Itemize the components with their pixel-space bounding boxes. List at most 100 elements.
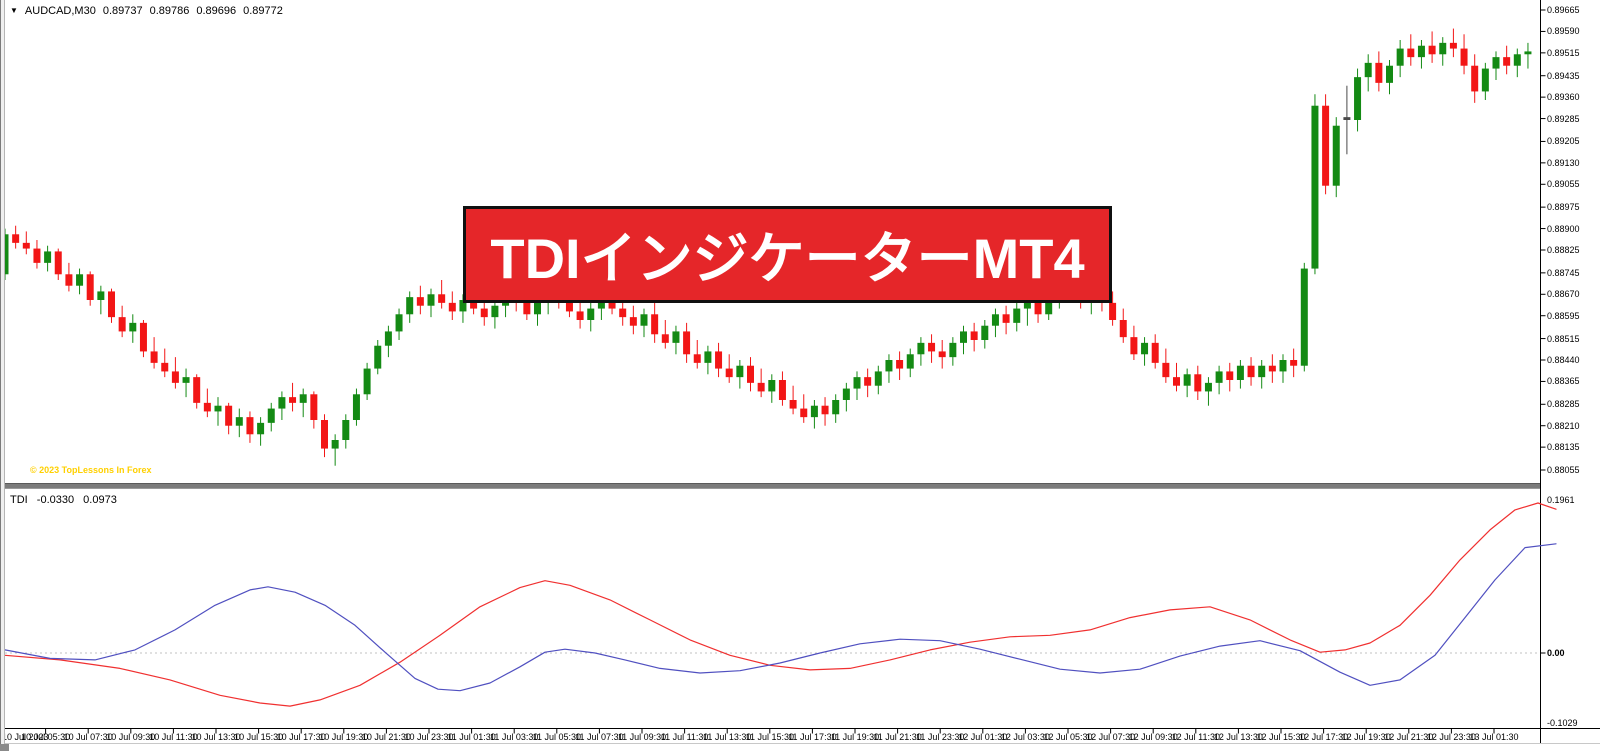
candle-body: [1428, 45, 1436, 55]
price-axis-label: 0.88365: [1547, 376, 1580, 387]
time-axis-label: 12 Jul 01:30: [958, 732, 1008, 742]
candle-body: [1460, 48, 1468, 66]
window-left-edge: [0, 0, 5, 751]
candle-body: [1, 234, 9, 275]
candle-body: [193, 377, 201, 403]
time-axis-label: 12 Jul 03:30: [1000, 732, 1050, 742]
candle-body: [182, 377, 190, 383]
candle-body: [1236, 365, 1244, 380]
candle-body: [725, 368, 733, 378]
candle-body: [1151, 342, 1159, 363]
candle-body: [885, 360, 893, 372]
time-axis-label: 11 Jul 01:30: [447, 732, 496, 742]
candle-body: [800, 408, 808, 418]
candle-body: [960, 331, 967, 343]
tdi-lines-group: [0, 502, 1557, 707]
candle-body: [321, 420, 328, 449]
price-axis-label: 0.88055: [1547, 465, 1580, 475]
candle-body: [384, 331, 392, 346]
price-axis-label: 0.88595: [1547, 310, 1580, 321]
candle-body: [693, 354, 701, 363]
time-axis-label: 12 Jul 23:30: [1426, 732, 1476, 742]
candle-body: [1215, 371, 1223, 383]
candle-body: [65, 274, 73, 286]
candle-body: [821, 405, 829, 415]
candle-body: [1396, 48, 1404, 66]
chevron-down-icon[interactable]: ▼: [10, 6, 18, 15]
candle-body: [1204, 382, 1212, 392]
time-axis-label: 10 Jul 11:30: [149, 732, 198, 742]
candle-body: [587, 308, 595, 320]
candle-body: [1375, 62, 1383, 83]
candle-body: [342, 420, 350, 440]
price-axis-label: 0.89360: [1547, 92, 1580, 103]
candle-body: [853, 377, 861, 389]
scrollbar-corner: [0, 744, 9, 751]
price-axis-label: 0.89515: [1547, 47, 1580, 58]
panel-separator[interactable]: [0, 483, 1540, 489]
candle-body: [480, 308, 488, 318]
candle-body: [778, 380, 786, 400]
candle-body: [715, 351, 723, 369]
candle-body: [203, 402, 211, 412]
tdi-axis-label: 0.1961: [1547, 495, 1575, 505]
candle-body: [672, 331, 680, 343]
candle-body: [1045, 297, 1053, 315]
candle-body: [1449, 42, 1457, 49]
tdi-axis-label: 0.00: [1547, 648, 1565, 658]
candle-body: [810, 405, 818, 418]
candle-body: [1386, 65, 1393, 83]
high-value: 0.89786: [149, 5, 190, 17]
price-axis-label: 0.89590: [1547, 26, 1580, 37]
candle-body: [1513, 54, 1521, 66]
candle-body: [949, 342, 957, 358]
time-axis-label: 10 Jul 23:30: [404, 732, 454, 742]
candle-body: [651, 314, 659, 335]
candle-body: [619, 308, 627, 318]
copyright-watermark: © 2023 TopLessons In Forex: [30, 465, 152, 475]
price-axis-label: 0.88285: [1547, 399, 1580, 410]
time-axis-label: 10 Jul 05:30: [21, 732, 71, 742]
candle-body: [736, 365, 744, 378]
time-axis-label: 12 Jul 11:30: [1171, 732, 1220, 742]
candle-body: [906, 354, 914, 369]
chart-title: ▼ AUDCAD,M30 0.89737 0.89786 0.89696 0.8…: [10, 5, 283, 17]
candle-body: [789, 400, 797, 409]
time-axis-label: 11 Jul 17:30: [788, 732, 837, 742]
candle-body: [459, 300, 467, 312]
time-axis-label: 10 Jul 13:30: [191, 732, 241, 742]
candle-body: [1130, 337, 1138, 355]
candle-body: [108, 291, 115, 318]
low-value: 0.89696: [196, 5, 237, 17]
candle-body: [747, 365, 754, 383]
candle-body: [97, 291, 105, 300]
time-axis-label: 12 Jul 07:30: [1086, 732, 1136, 742]
candle-body: [629, 317, 637, 326]
candle-body: [1023, 302, 1031, 309]
candle-body: [12, 234, 20, 243]
candle-body: [406, 297, 414, 315]
time-axis-label: 12 Jul 17:30: [1299, 732, 1349, 742]
close-value: 0.89772: [243, 5, 283, 17]
time-axis-label: 12 Jul 21:30: [1384, 732, 1434, 742]
time-axis-label: 10 Jul 07:30: [63, 732, 113, 742]
candle-body: [1162, 362, 1170, 378]
candle-body: [257, 422, 265, 435]
candle-body: [1343, 117, 1351, 120]
candle-body: [1173, 377, 1180, 386]
time-axis-label: 11 Jul 15:30: [745, 732, 794, 742]
candle-body: [438, 294, 446, 303]
candle-body: [171, 371, 179, 383]
candle-body: [33, 248, 41, 263]
price-axis-label: 0.89055: [1547, 179, 1580, 190]
candle-body: [448, 302, 456, 312]
tdi-axis-label: -0.1029: [1547, 718, 1578, 728]
candle-body: [938, 351, 946, 358]
time-axis-label: 11 Jul 19:30: [830, 732, 880, 742]
candle-body: [395, 314, 403, 332]
open-value: 0.89737: [102, 5, 143, 17]
candle-body: [1481, 68, 1489, 92]
candle-body: [491, 305, 499, 318]
candle-body: [246, 417, 254, 435]
